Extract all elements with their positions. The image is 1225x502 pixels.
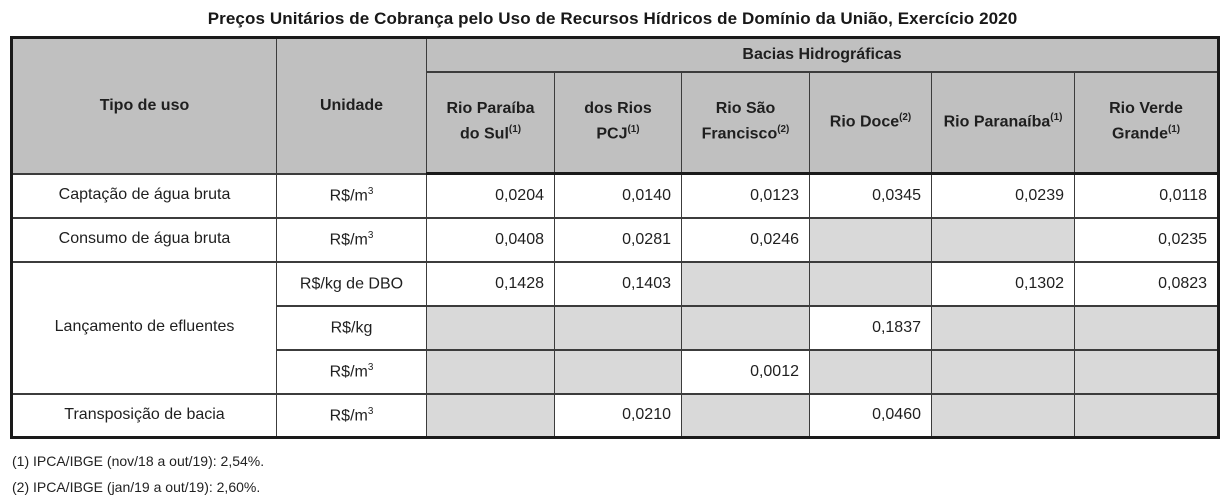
empty-cell: [426, 392, 555, 439]
unit-text: R$/kg de DBO: [299, 275, 404, 293]
column-header-rio-verde-grande: Rio Verde Grande(1): [1073, 70, 1220, 175]
empty-cell: [931, 304, 1075, 351]
unit-cell: R$/kg: [276, 304, 427, 351]
empty-cell: [931, 392, 1075, 439]
value-cell: 0,0823: [1073, 260, 1220, 307]
unit-exponent: 3: [367, 405, 374, 417]
column-header-rio-sao-francisco: Rio São Francisco(2): [681, 70, 810, 175]
value-cell: 0,1403: [554, 260, 682, 307]
footnote-1: (1) IPCA/IBGE (nov/18 a out/19): 2,54%.: [12, 453, 265, 469]
value-cell: 0,0408: [426, 216, 555, 263]
header-group-row: Tipo de uso Unidade Bacias Hidrográficas: [11, 36, 1220, 175]
empty-cell: [931, 216, 1075, 263]
value-cell: 0,1302: [931, 260, 1075, 307]
table-row-lancamento-dbo: Lançamento de efluentes R$/kg de DBO 0,1…: [11, 260, 1220, 395]
value-cell: 0,0239: [931, 172, 1075, 219]
column-header-rio-doce: Rio Doce(2): [809, 70, 932, 175]
value-cell: 0,0210: [554, 392, 682, 439]
table-row-consumo: Consumo de água bruta R$/m3 0,0408 0,028…: [11, 216, 1220, 263]
value-cell: 0,0012: [681, 348, 810, 395]
basin-name: Rio São Francisco: [701, 100, 778, 143]
empty-cell: [931, 348, 1075, 395]
footnote-marker: (1): [1050, 111, 1063, 123]
value-cell: 0,0460: [809, 392, 932, 439]
empty-cell: [426, 348, 555, 395]
value-cell: 0,0345: [809, 172, 932, 219]
value-cell: 0,0118: [1073, 172, 1220, 219]
table-row-transposicao: Transposição de bacia R$/m3 0,0210 0,046…: [11, 392, 1220, 439]
row-label-lancamento: Lançamento de efluentes: [11, 260, 277, 395]
empty-cell: [681, 304, 810, 351]
unit-text: R$/m: [329, 187, 368, 205]
column-header-tipo-de-uso: Tipo de uso: [11, 36, 277, 175]
empty-cell: [809, 216, 932, 263]
unit-cell: R$/m3: [276, 216, 427, 263]
basin-name: Rio Paraíba do Sul: [446, 100, 535, 143]
table-row-captacao: Captação de água bruta R$/m3 0,0204 0,01…: [11, 172, 1220, 219]
footnote-marker: (1): [627, 124, 640, 136]
unit-text: R$/kg: [330, 319, 373, 337]
footnote-marker: (2): [899, 111, 912, 123]
column-header-rio-paranaiba: Rio Paranaíba(1): [931, 70, 1075, 175]
basin-name: dos Rios PCJ: [584, 100, 652, 143]
row-label: Captação de água bruta: [11, 172, 277, 219]
unit-text: R$/m: [329, 406, 368, 424]
empty-cell: [1073, 392, 1220, 439]
empty-cell: [554, 348, 682, 395]
header-basin-row: Rio Paraíba do Sul(1) dos Rios PCJ(1) Ri…: [12, 70, 1220, 175]
unit-exponent: 3: [367, 229, 374, 241]
unit-cell: R$/kg de DBO: [276, 260, 427, 307]
value-cell: 0,0123: [681, 172, 810, 219]
empty-cell: [554, 304, 682, 351]
table-row-lancamento-kg: R$/kg 0,1837: [12, 304, 1220, 351]
column-group-header-bacias: Bacias Hidrográficas: [425, 36, 1220, 73]
unit-cell: R$/m3: [276, 172, 427, 219]
table-row-lancamento-m3: R$/m3 0,0012: [12, 348, 1220, 395]
row-label: Transposição de bacia: [11, 392, 277, 439]
row-label: Consumo de água bruta: [11, 216, 277, 263]
value-cell: 0,0235: [1073, 216, 1220, 263]
empty-cell: [426, 304, 555, 351]
unit-exponent: 3: [367, 185, 374, 197]
column-header-dos-rios-pcj: dos Rios PCJ(1): [554, 70, 682, 175]
unit-exponent: 3: [367, 361, 374, 373]
page-title: Preços Unitários de Cobrança pelo Uso de…: [207, 9, 1018, 28]
footnote-marker: (1): [1167, 124, 1181, 136]
empty-cell: [681, 260, 810, 307]
empty-cell: [809, 348, 932, 395]
value-cell: 0,0281: [554, 216, 682, 263]
price-table: Tipo de uso Unidade Bacias Hidrográficas…: [10, 36, 1221, 439]
value-cell: 0,0140: [554, 172, 682, 219]
column-header-rio-paraiba-do-sul: Rio Paraíba do Sul(1): [426, 70, 555, 175]
column-header-unidade: Unidade: [276, 36, 427, 175]
empty-cell: [1073, 304, 1220, 351]
value-cell: 0,1837: [809, 304, 932, 351]
basin-name: Rio Doce: [829, 113, 900, 131]
footnotes: (1) IPCA/IBGE (nov/18 a out/19): 2,54%. …: [12, 448, 1225, 500]
value-cell: 0,0204: [426, 172, 555, 219]
value-cell: 0,0246: [681, 216, 810, 263]
empty-cell: [809, 260, 932, 307]
unit-cell: R$/m3: [276, 348, 427, 395]
unit-text: R$/m: [329, 231, 368, 249]
basin-name: Rio Paranaíba: [943, 113, 1051, 131]
footnote-2: (2) IPCA/IBGE (jan/19 a out/19): 2,60%.: [12, 479, 261, 495]
unit-cell: R$/m3: [276, 392, 427, 439]
footnote-marker: (1): [508, 124, 521, 136]
unit-text: R$/m: [329, 363, 368, 381]
basin-name: Rio Verde Grande: [1109, 100, 1183, 143]
value-cell: 0,1428: [426, 260, 555, 307]
footnote-marker: (2): [777, 124, 790, 136]
empty-cell: [1073, 348, 1220, 395]
empty-cell: [681, 392, 810, 439]
